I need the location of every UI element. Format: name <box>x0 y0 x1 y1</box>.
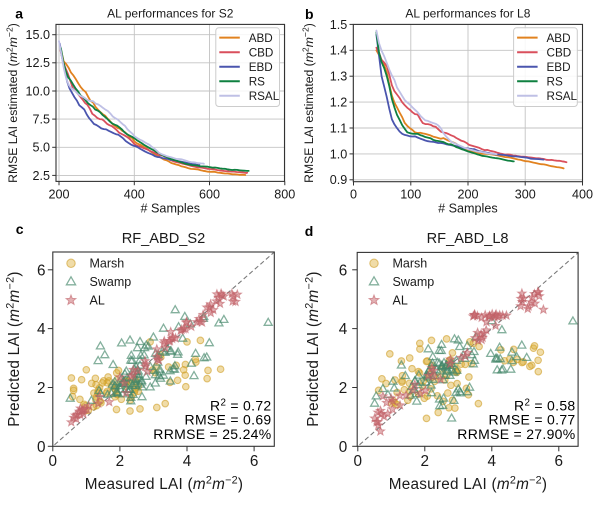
svg-text:CBD: CBD <box>249 47 274 60</box>
svg-text:0: 0 <box>49 453 58 470</box>
svg-text:EBD: EBD <box>547 61 571 74</box>
svg-text:2: 2 <box>421 453 430 470</box>
svg-text:Measured LAI (m2m−2): Measured LAI (m2m−2) <box>85 475 244 493</box>
svg-text:ABD: ABD <box>547 32 571 45</box>
svg-text:0: 0 <box>354 453 363 470</box>
svg-text:Marsh: Marsh <box>90 257 125 271</box>
svg-text:4: 4 <box>37 321 46 338</box>
svg-text:2.5: 2.5 <box>32 169 50 183</box>
svg-text:0.9: 0.9 <box>330 173 348 187</box>
svg-text:1.2: 1.2 <box>330 96 348 110</box>
svg-text:Swamp: Swamp <box>393 275 435 289</box>
svg-text:RS: RS <box>249 76 265 89</box>
svg-text:Marsh: Marsh <box>393 257 428 271</box>
svg-text:RF_ABD_S2: RF_ABD_S2 <box>122 231 206 247</box>
svg-text:300: 300 <box>515 188 536 202</box>
svg-text:AL: AL <box>393 294 408 308</box>
svg-text:Predicted LAI (m2m−2): Predicted LAI (m2m−2) <box>304 271 322 426</box>
svg-text:AL: AL <box>90 294 105 308</box>
svg-text:AL performances for L8: AL performances for L8 <box>405 7 530 21</box>
svg-text:6: 6 <box>555 453 564 470</box>
svg-text:600: 600 <box>199 188 220 202</box>
svg-text:0: 0 <box>339 439 348 456</box>
svg-text:15.0: 15.0 <box>25 28 50 42</box>
svg-text:RMSE = 0.69: RMSE = 0.69 <box>185 412 272 428</box>
svg-text:200: 200 <box>457 188 478 202</box>
svg-text:RF_ABD_L8: RF_ABD_L8 <box>427 231 509 247</box>
svg-text:R2 = 0.58: R2 = 0.58 <box>514 397 575 413</box>
svg-text:RMSE LAI estimated (m2m−2): RMSE LAI estimated (m2m−2) <box>301 23 316 183</box>
svg-text:6: 6 <box>37 262 46 279</box>
svg-text:6: 6 <box>339 262 348 279</box>
svg-text:2: 2 <box>339 380 348 397</box>
svg-text:RMSE LAI estimated (m2m−2): RMSE LAI estimated (m2m−2) <box>5 23 20 183</box>
svg-text:RSAL: RSAL <box>547 90 578 103</box>
svg-text:2: 2 <box>116 453 125 470</box>
svg-text:Swamp: Swamp <box>90 275 132 289</box>
svg-text:6: 6 <box>250 453 259 470</box>
svg-text:4: 4 <box>488 453 497 470</box>
svg-text:RSAL: RSAL <box>249 90 280 103</box>
svg-text:ABD: ABD <box>249 32 273 45</box>
svg-text:Measured LAI (m2m−2): Measured LAI (m2m−2) <box>389 475 548 493</box>
svg-text:c: c <box>16 221 24 237</box>
svg-text:a: a <box>15 6 23 22</box>
svg-text:R2 = 0.72: R2 = 0.72 <box>210 397 271 413</box>
svg-text:Predicted LAI (m2m−2): Predicted LAI (m2m−2) <box>5 271 23 426</box>
svg-text:400: 400 <box>572 188 593 202</box>
svg-text:CBD: CBD <box>547 47 572 60</box>
svg-text:1.0: 1.0 <box>330 147 348 161</box>
svg-text:EBD: EBD <box>249 61 273 74</box>
svg-text:1.4: 1.4 <box>330 44 348 58</box>
svg-text:# Samples: # Samples <box>438 201 498 215</box>
svg-text:5.0: 5.0 <box>32 141 50 155</box>
svg-text:RRMSE = 25.24%: RRMSE = 25.24% <box>153 426 271 442</box>
svg-text:100: 100 <box>400 188 421 202</box>
svg-text:400: 400 <box>124 188 145 202</box>
svg-text:# Samples: # Samples <box>141 201 201 215</box>
svg-text:RS: RS <box>547 76 563 89</box>
svg-text:AL performances for S2: AL performances for S2 <box>107 7 234 21</box>
svg-text:RMSE = 0.77: RMSE = 0.77 <box>489 412 576 428</box>
svg-text:b: b <box>305 6 314 22</box>
svg-text:d: d <box>305 223 314 239</box>
svg-text:200: 200 <box>48 188 69 202</box>
svg-text:0: 0 <box>350 188 357 202</box>
svg-text:10.0: 10.0 <box>25 84 50 98</box>
svg-text:RRMSE = 27.90%: RRMSE = 27.90% <box>457 426 575 442</box>
svg-text:12.5: 12.5 <box>25 56 50 70</box>
svg-text:800: 800 <box>274 188 295 202</box>
svg-text:2: 2 <box>37 380 46 397</box>
svg-text:4: 4 <box>339 321 348 338</box>
svg-text:1.5: 1.5 <box>330 18 348 32</box>
svg-text:7.5: 7.5 <box>32 113 50 127</box>
svg-text:0: 0 <box>37 439 46 456</box>
svg-text:1.3: 1.3 <box>330 70 348 84</box>
svg-text:4: 4 <box>183 453 192 470</box>
svg-text:1.1: 1.1 <box>330 121 348 135</box>
